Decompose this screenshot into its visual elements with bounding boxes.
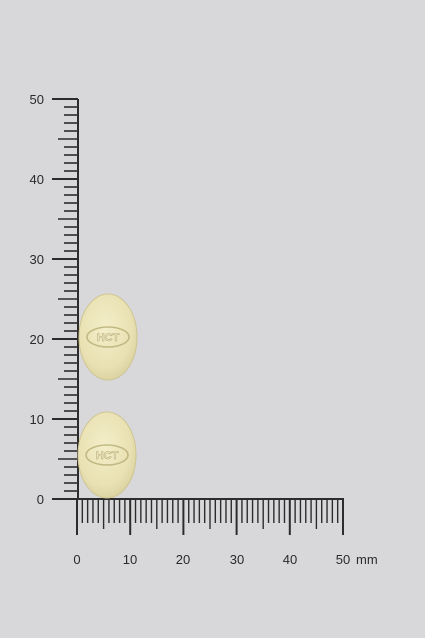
vertical-tick-label-40: 40 xyxy=(30,172,44,187)
horizontal-tick-label-0: 0 xyxy=(73,552,80,567)
vertical-tick-label-0: 0 xyxy=(37,492,44,507)
tablet-imprint: HCT xyxy=(97,332,120,344)
tablet-lower: HCT xyxy=(77,411,137,499)
horizontal-ruler: 0 10 20 30 40 50 mm xyxy=(73,498,378,567)
horizontal-tick-label-30: 30 xyxy=(230,552,244,567)
vertical-tick-label-30: 30 xyxy=(30,252,44,267)
horizontal-tick-label-50: 50 xyxy=(336,552,350,567)
vertical-ruler: 0 10 20 30 40 50 xyxy=(30,92,79,507)
vertical-tick-label-50: 50 xyxy=(30,92,44,107)
horizontal-tick-label-40: 40 xyxy=(283,552,297,567)
vertical-tick-label-10: 10 xyxy=(30,412,44,427)
vertical-tick-label-20: 20 xyxy=(30,332,44,347)
horizontal-tick-label-10: 10 xyxy=(123,552,137,567)
unit-label: mm xyxy=(356,552,378,567)
tablet-upper: HCT xyxy=(78,293,138,381)
tablet-imprint: HCT xyxy=(96,450,119,462)
horizontal-tick-label-20: 20 xyxy=(176,552,190,567)
